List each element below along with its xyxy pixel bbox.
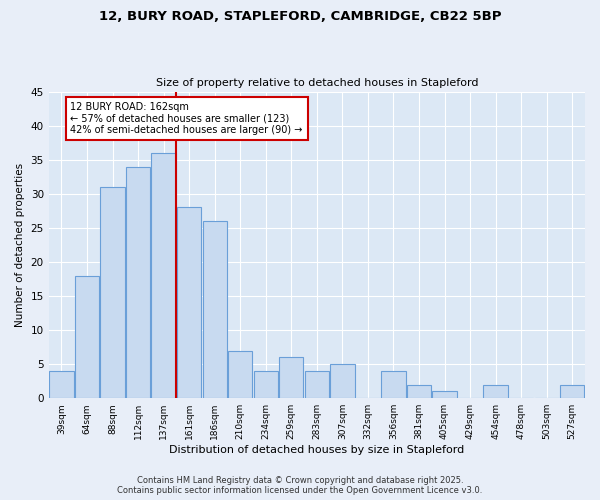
Bar — [484, 384, 508, 398]
Bar — [49, 371, 74, 398]
X-axis label: Distribution of detached houses by size in Stapleford: Distribution of detached houses by size … — [169, 445, 464, 455]
Bar — [560, 384, 584, 398]
Bar — [151, 153, 176, 398]
Bar — [203, 221, 227, 398]
Bar — [407, 384, 431, 398]
Bar — [330, 364, 355, 398]
Bar — [305, 371, 329, 398]
Y-axis label: Number of detached properties: Number of detached properties — [15, 163, 25, 327]
Bar — [279, 358, 304, 398]
Bar — [254, 371, 278, 398]
Bar — [433, 392, 457, 398]
Bar — [75, 276, 99, 398]
Text: 12 BURY ROAD: 162sqm
← 57% of detached houses are smaller (123)
42% of semi-deta: 12 BURY ROAD: 162sqm ← 57% of detached h… — [70, 102, 303, 135]
Bar — [126, 166, 150, 398]
Bar — [177, 208, 201, 398]
Title: Size of property relative to detached houses in Stapleford: Size of property relative to detached ho… — [155, 78, 478, 88]
Bar — [100, 187, 125, 398]
Bar — [228, 350, 253, 398]
Text: Contains HM Land Registry data © Crown copyright and database right 2025.
Contai: Contains HM Land Registry data © Crown c… — [118, 476, 482, 495]
Bar — [382, 371, 406, 398]
Text: 12, BURY ROAD, STAPLEFORD, CAMBRIDGE, CB22 5BP: 12, BURY ROAD, STAPLEFORD, CAMBRIDGE, CB… — [99, 10, 501, 23]
